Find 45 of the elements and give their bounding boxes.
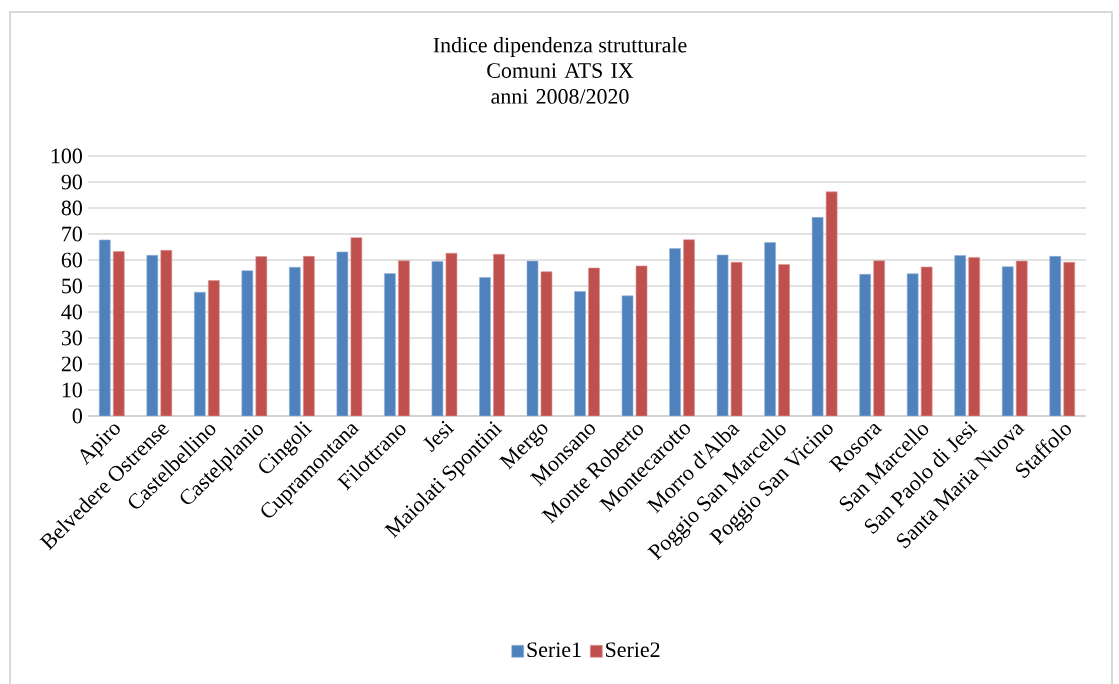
- bar: [920, 266, 933, 416]
- y-tick-label: 80: [61, 200, 82, 216]
- bar: [303, 256, 315, 416]
- y-tick-label: 10: [62, 382, 82, 398]
- bar: [906, 273, 919, 416]
- bar: [859, 273, 871, 416]
- bar: [778, 264, 790, 416]
- bar: [98, 239, 111, 416]
- bar: [194, 291, 206, 416]
- legend-label: Serie1: [527, 642, 581, 658]
- bar: [588, 267, 600, 416]
- legend-label: Serie2: [606, 642, 660, 658]
- bar: [683, 239, 695, 416]
- bar: [968, 257, 980, 416]
- y-tick-label: 40: [61, 304, 82, 320]
- bar: [255, 256, 268, 416]
- y-tick-label: 20: [61, 356, 82, 372]
- bar: [493, 253, 505, 416]
- chart-title: Indice dipendenza strutturale: [433, 37, 687, 57]
- bar: [384, 273, 396, 416]
- bar: [873, 260, 885, 416]
- y-tick-label: 0: [72, 408, 82, 424]
- bar: [241, 270, 254, 416]
- bar: [1015, 260, 1028, 416]
- bar: [1001, 266, 1014, 416]
- y-tick-label: 50: [62, 278, 82, 294]
- bar: [289, 266, 301, 416]
- bar: [1063, 262, 1076, 416]
- bar: [669, 248, 681, 416]
- chart-subtitle: Comuni ATS IX anni 2008/2020: [487, 63, 634, 104]
- bar: [208, 280, 220, 416]
- bar: [1049, 256, 1062, 416]
- bar: [112, 251, 125, 416]
- bar: [160, 250, 173, 416]
- y-tick-label: 30: [61, 330, 82, 346]
- y-tick-label: 70: [62, 226, 82, 242]
- bar: [954, 255, 966, 416]
- bar: [479, 277, 491, 416]
- y-tick-label: 90: [61, 174, 82, 190]
- bar: [146, 255, 159, 416]
- bar: [764, 242, 776, 416]
- bar: [574, 291, 586, 416]
- y-tick-label: 100: [51, 148, 82, 164]
- y-tick-label: 60: [61, 252, 82, 268]
- bar: [398, 260, 410, 416]
